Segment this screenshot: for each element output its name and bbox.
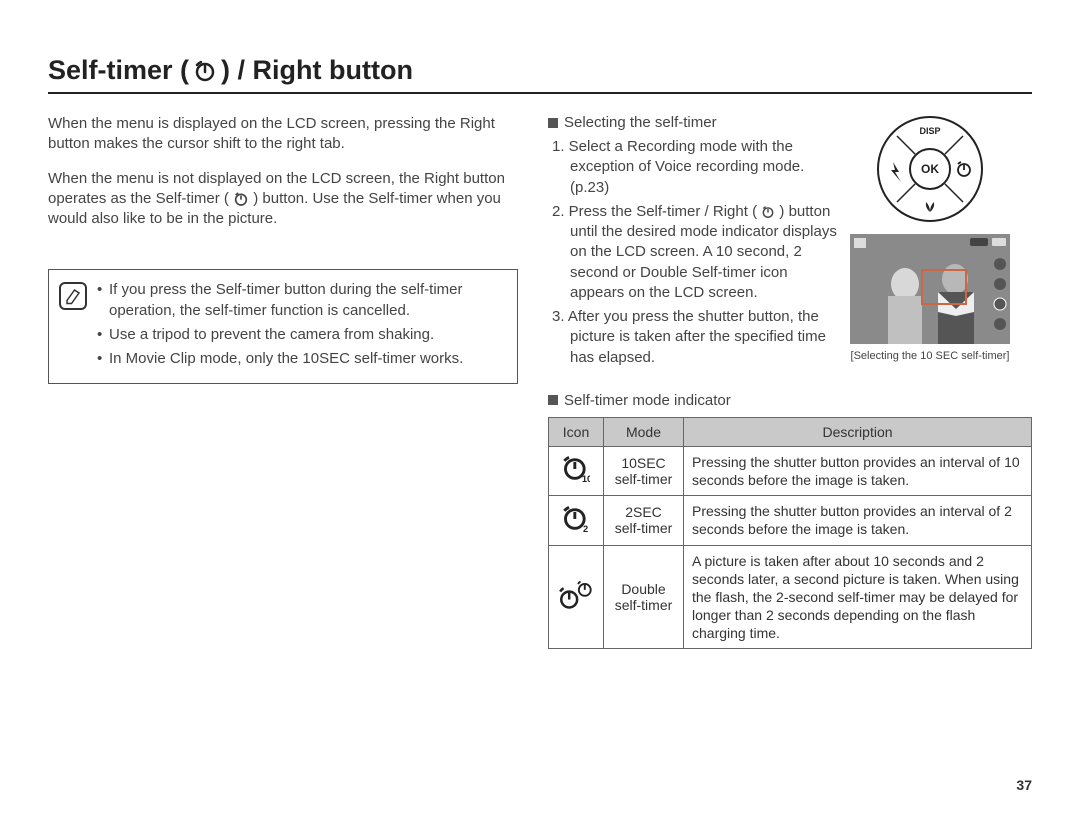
- note-box: If you press the Self-timer button durin…: [48, 269, 518, 384]
- left-column: When the menu is displayed on the LCD sc…: [48, 114, 518, 649]
- th-mode: Mode: [604, 417, 684, 446]
- table-row: 10 10SEC self-timer Pressing the shutter…: [549, 446, 1032, 495]
- page-number: 37: [1016, 777, 1032, 793]
- desc-cell: Pressing the shutter button provides an …: [684, 446, 1032, 495]
- dpad-diagram: DISP OK: [875, 114, 985, 224]
- icon-10sec: 10: [549, 446, 604, 495]
- dpad-top-label: DISP: [919, 126, 940, 136]
- desc-cell: A picture is taken after about 10 second…: [684, 545, 1032, 649]
- lcd-caption: [Selecting the 10 SEC self-timer]: [850, 350, 1010, 362]
- note-item: If you press the Self-timer button durin…: [97, 280, 505, 321]
- lcd-preview: [850, 234, 1010, 344]
- svg-text:10: 10: [582, 474, 590, 483]
- self-timer-icon: [761, 205, 775, 219]
- mode-cell: 2SEC self-timer: [604, 496, 684, 545]
- selecting-heading: Selecting the self-timer: [548, 114, 838, 131]
- self-timer-icon: [233, 191, 249, 207]
- svg-text:2: 2: [583, 524, 588, 533]
- steps-list: 1. Select a Recording mode with the exce…: [548, 137, 838, 368]
- icon-double: [549, 545, 604, 649]
- table-row: 2 2SEC self-timer Pressing the shutter b…: [549, 496, 1032, 545]
- note-list: If you press the Self-timer button durin…: [97, 280, 505, 373]
- right-column: Selecting the self-timer 1. Select a Rec…: [548, 114, 1032, 649]
- dpad-center-label: OK: [921, 162, 939, 176]
- mode-cell: Double self-timer: [604, 545, 684, 649]
- intro-p2: When the menu is not displayed on the LC…: [48, 169, 518, 230]
- title-pre: Self-timer (: [48, 55, 189, 86]
- intro-p1: When the menu is displayed on the LCD sc…: [48, 114, 518, 155]
- step-item: 3. After you press the shutter button, t…: [552, 307, 838, 368]
- mode-cell: 10SEC self-timer: [604, 446, 684, 495]
- note-icon: [59, 282, 87, 310]
- step-item: 1. Select a Recording mode with the exce…: [552, 137, 838, 198]
- note-item: Use a tripod to prevent the camera from …: [97, 325, 505, 345]
- title-post: ) / Right button: [221, 55, 413, 86]
- indicator-table: Icon Mode Description 10: [548, 417, 1032, 650]
- table-row: Double self-timer A picture is taken aft…: [549, 545, 1032, 649]
- self-timer-icon: [193, 59, 217, 83]
- icon-2sec: 2: [549, 496, 604, 545]
- page-title: Self-timer ( ) / Right button: [48, 55, 1032, 94]
- step-item: 2. Press the Self-timer / Right ( ) butt…: [552, 202, 838, 303]
- desc-cell: Pressing the shutter button provides an …: [684, 496, 1032, 545]
- indicator-heading: Self-timer mode indicator: [548, 392, 1032, 409]
- th-desc: Description: [684, 417, 1032, 446]
- th-icon: Icon: [549, 417, 604, 446]
- note-item: In Movie Clip mode, only the 10SEC self-…: [97, 349, 505, 369]
